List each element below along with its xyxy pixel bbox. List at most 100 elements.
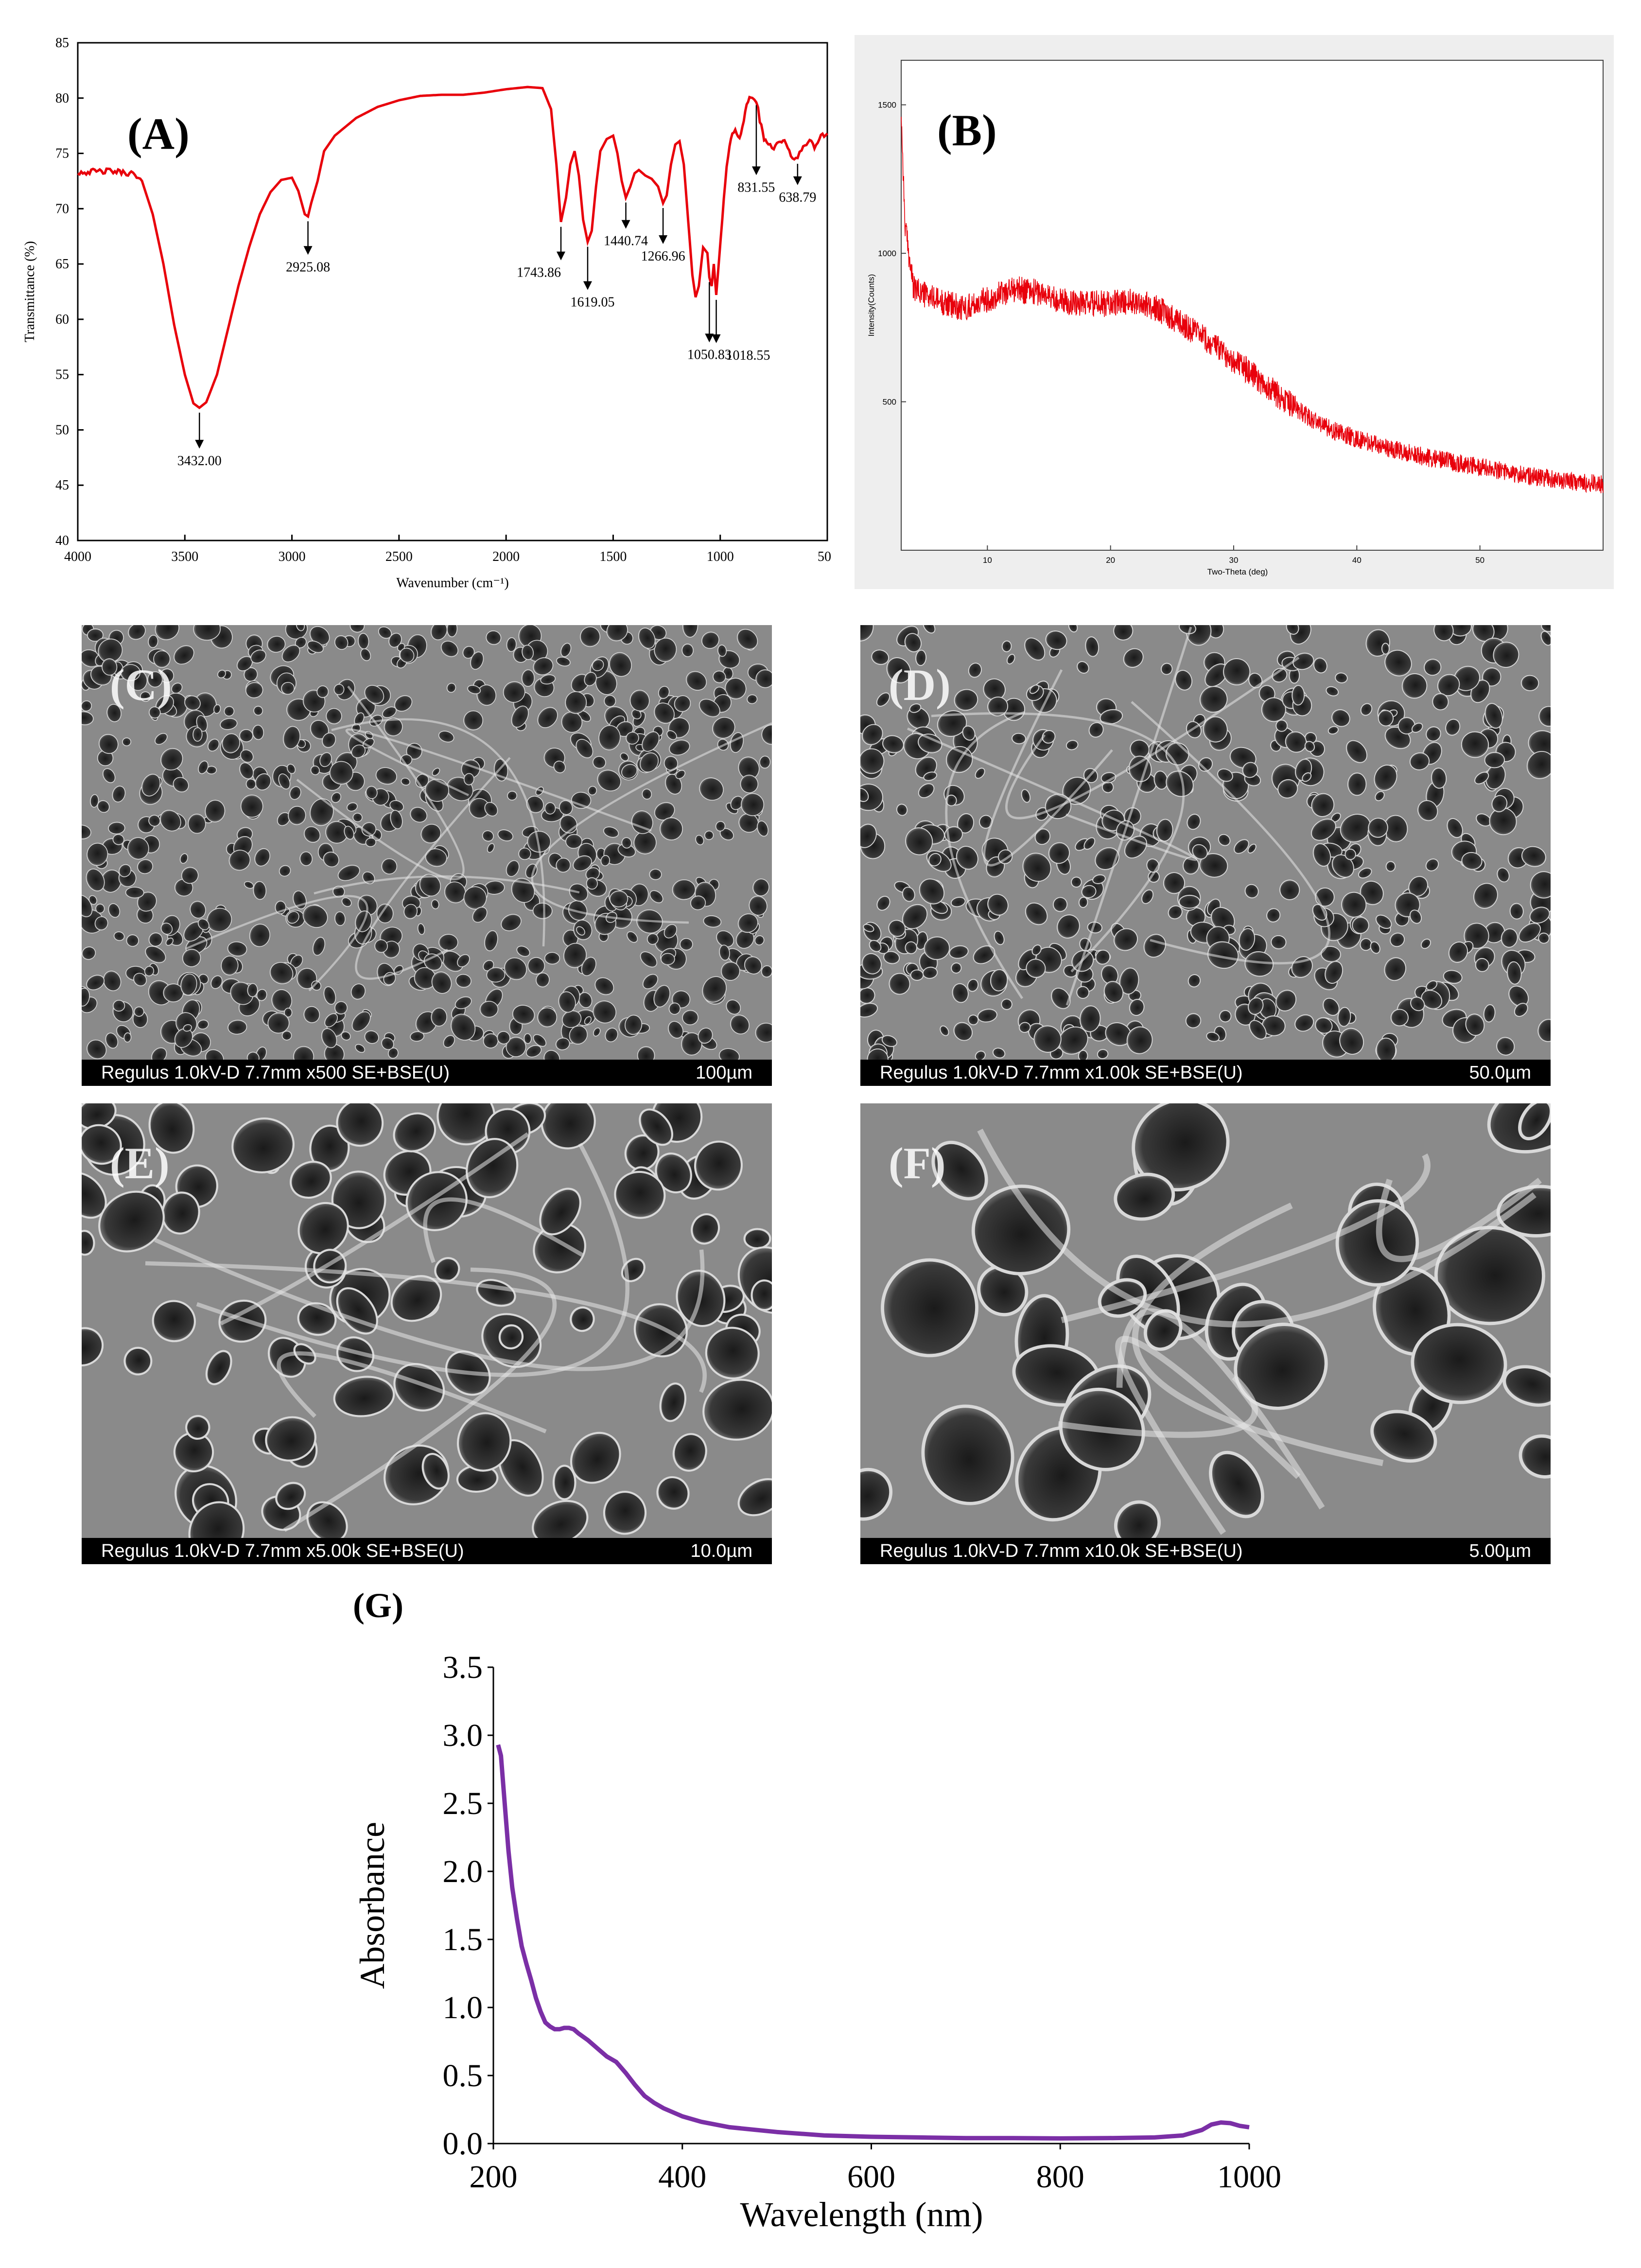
sem-pore <box>983 678 1006 701</box>
sem-pore <box>1326 686 1339 697</box>
sem-pore <box>310 765 320 775</box>
sem-pore <box>629 690 650 712</box>
sem-pore <box>1390 932 1405 947</box>
sem-pore <box>668 1002 681 1015</box>
sem-fiber <box>314 875 580 895</box>
ftir-x-axis-label: Wavenumber (cm⁻¹) <box>396 576 509 591</box>
sem-pore <box>145 946 166 963</box>
sem-pore <box>871 649 890 665</box>
sem-pore <box>1484 703 1503 729</box>
sem-pore <box>463 710 484 731</box>
sem-pore <box>333 1376 395 1417</box>
sem-pore <box>881 1035 897 1047</box>
xrd-x-tick-label: 10 <box>983 556 992 565</box>
sem-pore <box>466 1138 519 1199</box>
sem-pore <box>364 1030 379 1044</box>
sem-pore <box>1493 642 1519 668</box>
sem-pore <box>231 1117 295 1173</box>
sem-pore <box>957 813 975 834</box>
sem-pore <box>1123 648 1144 668</box>
uv-x-tick-label: 200 <box>470 2159 518 2195</box>
sem-pore <box>603 826 619 838</box>
sem-pore <box>82 1327 104 1367</box>
sem-pore <box>506 637 517 652</box>
sem-pore <box>1448 942 1468 963</box>
sem-pore <box>431 1007 447 1027</box>
sem-pore <box>1341 891 1367 918</box>
sem-pore <box>752 878 769 896</box>
sem-pore <box>876 692 890 707</box>
sem-pore <box>593 1027 601 1037</box>
sem-pore <box>1443 970 1463 984</box>
sem-pore <box>552 1465 576 1500</box>
sem-pore <box>334 911 346 926</box>
sem-pore <box>1113 625 1134 641</box>
sem-pore <box>82 1124 122 1165</box>
sem-pore <box>861 724 883 746</box>
ftir-peak-arrowhead <box>621 220 630 229</box>
sem-pore <box>1304 741 1315 752</box>
sem-pore <box>1078 896 1088 908</box>
sem-pore <box>1068 625 1078 633</box>
sem-pore <box>431 625 448 641</box>
sem-pore <box>410 1031 424 1042</box>
sem-pore <box>1339 1028 1364 1055</box>
sem-pore <box>573 855 592 872</box>
sem-pore <box>159 668 174 683</box>
xrd-x-tick-label: 50 <box>1475 556 1484 565</box>
sem-pore <box>86 869 105 891</box>
sem-pore <box>593 756 606 769</box>
sem-pore <box>1538 706 1551 727</box>
sem-pore <box>1411 722 1423 733</box>
sem-pore <box>1374 765 1397 791</box>
sem-pore <box>987 893 1009 916</box>
sem-e-info-bar: Regulus 1.0kV-D 7.7mm x5.00k SE+BSE(U) 1… <box>82 1538 772 1564</box>
sem-pore <box>1384 649 1412 677</box>
sem-pore <box>861 953 882 975</box>
sem-pore <box>381 1037 394 1050</box>
sem-pore <box>1411 1323 1507 1404</box>
sem-pore <box>267 636 286 653</box>
sem-pore <box>669 739 690 756</box>
sem-pore <box>1519 1434 1551 1479</box>
panel-b-xrd-chart: 500 1000 1500 10 20 30 40 50 Two-Theta (deg) Inte… <box>855 35 1614 589</box>
sem-pore <box>245 682 263 698</box>
sem-fiber <box>1115 1336 1301 1535</box>
sem-pore <box>754 935 765 945</box>
sem-fiber <box>154 1238 705 1371</box>
sem-pore <box>740 774 759 793</box>
sem-pore <box>1025 902 1048 925</box>
sem-pore <box>931 1140 988 1201</box>
sem-pore <box>336 1103 384 1147</box>
sem-pore <box>1461 731 1489 758</box>
sem-pore <box>563 942 587 968</box>
sem-pore <box>1537 1019 1551 1042</box>
sem-pore <box>860 748 885 774</box>
sem-image-e: (E) Regulus 1.0kV-D 7.7mm x5.00k SE+BSE(… <box>82 1103 772 1564</box>
sem-pore <box>1065 740 1079 750</box>
sem-pore <box>112 834 124 845</box>
sem-pore <box>1425 858 1439 872</box>
sem-pore <box>160 923 173 935</box>
sem-pore <box>556 857 571 873</box>
sem-pore <box>1275 719 1288 732</box>
sem-pore <box>239 762 254 780</box>
sem-pore <box>1141 889 1154 904</box>
sem-pore <box>506 860 520 877</box>
sem-pore <box>1119 967 1139 995</box>
sem-pore <box>994 930 1005 945</box>
ftir-series-line <box>77 86 828 410</box>
sem-pore <box>1185 1013 1202 1029</box>
xrd-y-tick-label: 1500 <box>878 101 896 110</box>
sem-pore <box>375 767 397 785</box>
sem-fiber <box>277 1351 547 1433</box>
sem-pore <box>197 918 209 930</box>
ftir-peak-label: 638.79 <box>779 190 816 205</box>
sem-pore <box>1095 949 1111 965</box>
sem-pore <box>1071 876 1082 888</box>
sem-pore <box>198 760 209 774</box>
sem-pore <box>1335 672 1348 683</box>
panel-a-label: (A) <box>127 109 190 158</box>
ftir-peak-label: 2925.08 <box>286 260 330 275</box>
sem-pore <box>196 715 208 732</box>
